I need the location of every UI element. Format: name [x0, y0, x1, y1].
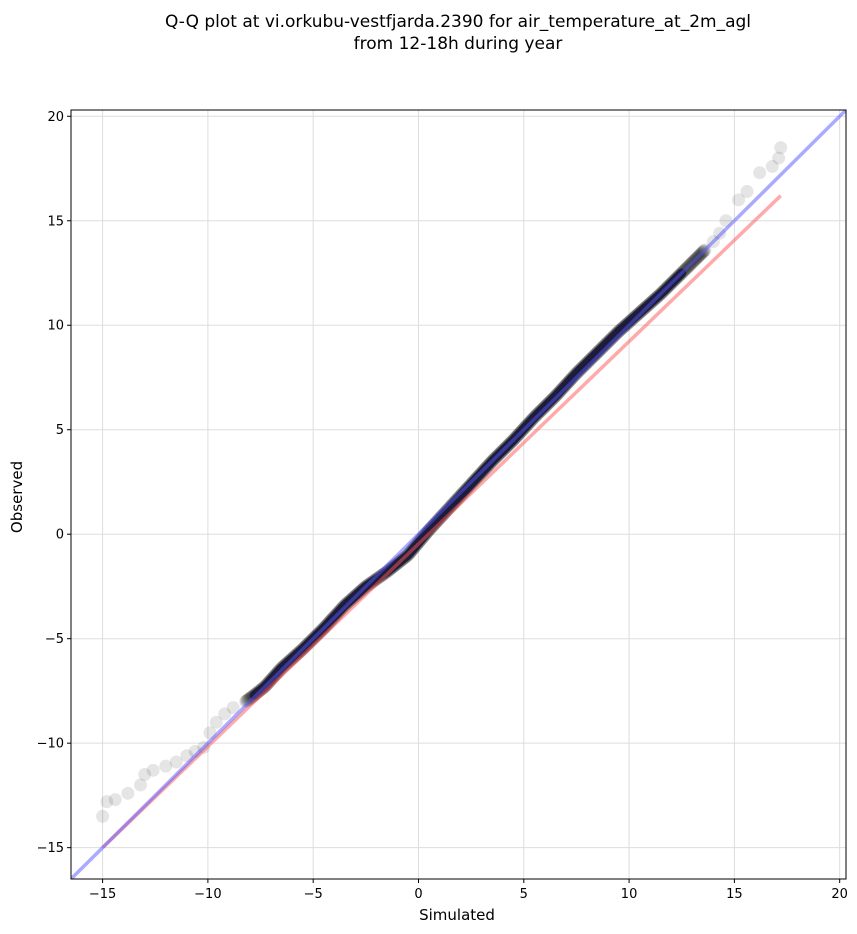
- x-tick-label: 10: [621, 887, 638, 902]
- quantile-point: [146, 763, 160, 777]
- y-tick-label: 20: [47, 110, 64, 125]
- x-tick-label: 20: [831, 887, 848, 902]
- quantile-point: [138, 768, 152, 782]
- quantile-point: [108, 793, 122, 807]
- y-tick-label: 15: [47, 214, 64, 229]
- quantile-point: [753, 166, 767, 180]
- quantile-point: [133, 778, 147, 792]
- quantile-point: [121, 786, 135, 800]
- y-tick-label: −15: [37, 841, 64, 856]
- x-tick-label: −15: [89, 887, 116, 902]
- y-tick-label: 5: [56, 423, 64, 438]
- quantile-point: [218, 707, 232, 721]
- quantile-point: [169, 755, 183, 769]
- quantile-point: [100, 795, 114, 809]
- quantile-point: [732, 193, 746, 207]
- plot-frame: [70, 109, 847, 880]
- quantile-point: [209, 715, 223, 729]
- quantile-point: [96, 809, 110, 823]
- quantile-point: [765, 159, 779, 173]
- quantile-point: [772, 151, 786, 165]
- x-axis-label: Simulated: [419, 906, 495, 924]
- quantile-point: [740, 184, 754, 198]
- y-axis-label: Observed: [8, 461, 26, 533]
- ticks: −15 −10 −5 0 5 10 15 20 −15 −10 −5 0 5 10 15 20: [37, 110, 848, 902]
- fit-line: [101, 194, 782, 849]
- x-tick-label: 15: [726, 887, 743, 902]
- x-tick-label: −5: [304, 887, 323, 902]
- y-tick-label: −5: [45, 632, 64, 647]
- identity-line: [71, 110, 846, 879]
- x-tick-label: −10: [194, 887, 221, 902]
- y-tick-label: 10: [47, 319, 64, 334]
- quantile-point: [774, 141, 788, 155]
- x-tick-label: 0: [414, 887, 422, 902]
- x-tick-label: 5: [520, 887, 528, 902]
- chart-title-line-1: Q-Q plot at vi.orkubu-vestfjarda.2390 fo…: [165, 12, 751, 32]
- grid: [71, 110, 846, 879]
- data-layer: [71, 110, 846, 879]
- y-tick-label: −10: [37, 737, 64, 752]
- quantile-point: [226, 701, 240, 715]
- chart-title-line-2: from 12-18h during year: [354, 34, 563, 54]
- y-tick-label: 0: [56, 528, 64, 543]
- quantile-point: [159, 759, 173, 773]
